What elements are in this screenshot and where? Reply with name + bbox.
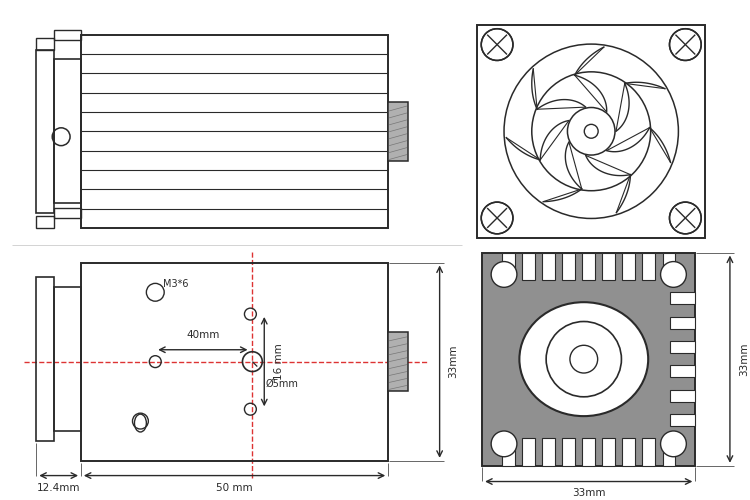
Bar [81, 262, 388, 460]
Bar [522, 252, 535, 280]
Bar [54, 60, 81, 203]
Bar [54, 288, 81, 431]
Bar [477, 25, 705, 238]
Bar [562, 252, 575, 280]
Bar [643, 438, 656, 466]
Bar [602, 438, 615, 466]
Circle shape [491, 262, 517, 287]
Bar [670, 414, 695, 426]
Circle shape [670, 202, 701, 234]
Bar [81, 34, 388, 228]
Bar [670, 366, 695, 378]
Bar [582, 438, 596, 466]
Circle shape [661, 431, 686, 456]
Bar [670, 341, 695, 353]
Circle shape [546, 322, 622, 397]
Text: Ø5mm: Ø5mm [266, 378, 298, 388]
Text: 33mm: 33mm [739, 342, 748, 376]
Bar [388, 102, 408, 162]
Bar [502, 438, 515, 466]
Circle shape [482, 202, 513, 234]
Text: 40mm: 40mm [186, 330, 220, 340]
Bar [54, 30, 81, 40]
Circle shape [482, 28, 513, 60]
Bar [388, 332, 408, 392]
Text: 12.4mm: 12.4mm [37, 482, 80, 492]
Circle shape [491, 431, 517, 456]
Bar [670, 390, 695, 402]
Bar [37, 278, 54, 441]
Bar [622, 438, 635, 466]
Bar [54, 208, 81, 218]
Bar [602, 252, 615, 280]
Circle shape [661, 262, 686, 287]
Bar [662, 438, 676, 466]
Bar [622, 252, 635, 280]
Bar [662, 252, 676, 280]
Bar [670, 316, 695, 328]
Text: 16 mm: 16 mm [274, 344, 284, 380]
Circle shape [670, 28, 701, 60]
Bar [522, 438, 535, 466]
Text: 33mm: 33mm [448, 345, 458, 378]
Bar [502, 252, 515, 280]
Bar [37, 216, 54, 228]
Bar [37, 50, 54, 213]
Bar [582, 252, 596, 280]
Bar [643, 252, 656, 280]
Bar [482, 252, 695, 466]
Bar [562, 438, 575, 466]
Bar [542, 438, 555, 466]
Circle shape [570, 346, 598, 373]
Bar [670, 292, 695, 304]
Text: 33mm: 33mm [572, 488, 605, 498]
Ellipse shape [520, 302, 648, 416]
Text: 50 mm: 50 mm [216, 482, 253, 492]
Text: M3*6: M3*6 [164, 280, 189, 289]
Bar [37, 38, 54, 50]
Bar [542, 252, 555, 280]
